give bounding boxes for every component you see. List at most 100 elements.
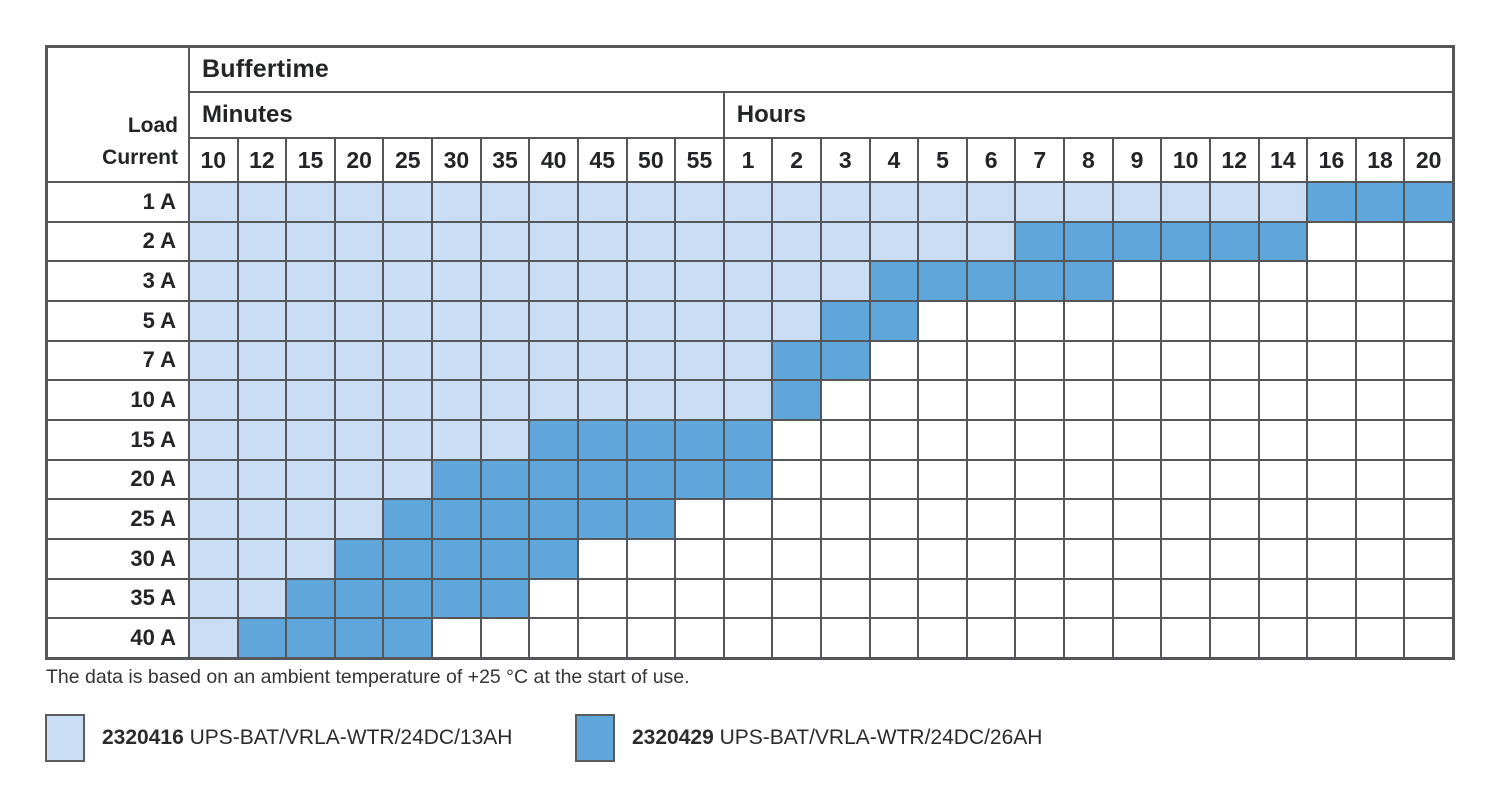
buffer-cell xyxy=(1162,421,1209,459)
buffer-cell xyxy=(433,262,480,300)
buffer-cell xyxy=(190,381,237,419)
buffer-cell xyxy=(481,460,529,499)
buffer-cell xyxy=(724,222,772,261)
buffer-cell xyxy=(1113,222,1161,261)
buffer-cell xyxy=(1259,421,1307,459)
row-label-2a: 2 A xyxy=(48,222,188,261)
buffer-cell xyxy=(1065,341,1112,380)
buffer-cell xyxy=(1356,579,1404,618)
buffer-cell xyxy=(1162,302,1209,340)
buffer-cell xyxy=(1259,302,1307,340)
buffertime-header: Buffertime xyxy=(190,48,1452,91)
buffer-cell xyxy=(238,460,286,499)
buffer-cell xyxy=(919,500,966,538)
col-header-12h: 12 xyxy=(1210,139,1258,181)
buffer-cell xyxy=(433,381,480,419)
buffer-cell xyxy=(530,222,577,261)
buffer-cell xyxy=(578,222,626,261)
buffer-cell xyxy=(433,619,480,657)
buffer-cell xyxy=(1065,460,1112,499)
buffer-cell xyxy=(190,222,237,261)
buffer-cell xyxy=(384,381,432,419)
buffer-cell xyxy=(1162,500,1209,538)
buffer-cell xyxy=(1210,183,1258,221)
buffer-cell xyxy=(773,579,820,618)
col-header-40min: 40 xyxy=(530,139,577,181)
buffer-cell xyxy=(578,421,626,459)
buffer-cell xyxy=(821,222,869,261)
buffer-cell xyxy=(676,381,723,419)
buffer-cell xyxy=(433,341,480,380)
buffer-cell xyxy=(238,500,286,538)
buffer-cell xyxy=(335,222,383,261)
buffer-cell xyxy=(1016,262,1064,300)
buffer-cell xyxy=(676,500,723,538)
buffer-cell xyxy=(578,460,626,499)
buffer-cell xyxy=(238,421,286,459)
col-header-18h: 18 xyxy=(1356,139,1404,181)
buffer-cell xyxy=(870,540,918,578)
buffer-cell xyxy=(384,183,432,221)
col-header-10min: 10 xyxy=(190,139,237,181)
buffer-cell xyxy=(724,540,772,578)
buffer-cell xyxy=(1356,460,1404,499)
buffer-cell xyxy=(724,460,772,499)
buffer-cell xyxy=(1210,421,1258,459)
buffer-cell xyxy=(530,421,577,459)
buffer-cell xyxy=(1162,262,1209,300)
buffer-cell xyxy=(676,262,723,300)
buffer-cell xyxy=(1259,381,1307,419)
buffer-cell xyxy=(578,381,626,419)
buffer-cell xyxy=(190,183,237,221)
buffer-cell xyxy=(530,302,577,340)
buffer-cell xyxy=(287,341,334,380)
buffer-cell xyxy=(724,381,772,419)
buffer-cell xyxy=(1259,262,1307,300)
buffer-cell xyxy=(627,341,675,380)
buffer-cell xyxy=(1356,619,1404,657)
buffertime-table: Load Current Buffertime Minutes Hours 10 12 15 2… xyxy=(45,45,1455,660)
buffer-cell xyxy=(530,500,577,538)
buffer-cell xyxy=(481,619,529,657)
buffer-cell xyxy=(773,262,820,300)
buffer-cell xyxy=(724,302,772,340)
buffer-cell xyxy=(238,222,286,261)
buffer-cell xyxy=(238,262,286,300)
buffer-cell xyxy=(1259,500,1307,538)
buffer-cell xyxy=(335,262,383,300)
buffer-cell xyxy=(238,579,286,618)
buffer-cell xyxy=(481,381,529,419)
buffer-cell xyxy=(627,579,675,618)
buffer-cell xyxy=(578,500,626,538)
buffer-cell xyxy=(1308,460,1355,499)
buffer-cell xyxy=(190,460,237,499)
col-header-45min: 45 xyxy=(578,139,626,181)
buffer-cell xyxy=(676,579,723,618)
buffer-cell xyxy=(1405,619,1452,657)
buffer-cell xyxy=(676,619,723,657)
buffer-cell xyxy=(1162,381,1209,419)
buffer-cell xyxy=(627,540,675,578)
buffer-cell xyxy=(676,460,723,499)
buffer-cell xyxy=(1016,460,1064,499)
buffer-cell xyxy=(384,460,432,499)
buffer-cell xyxy=(919,222,966,261)
buffer-cell xyxy=(481,540,529,578)
buffer-cell xyxy=(773,381,820,419)
buffer-cell xyxy=(627,460,675,499)
buffer-cell xyxy=(1162,579,1209,618)
buffer-cell xyxy=(1113,302,1161,340)
buffer-cell xyxy=(1210,579,1258,618)
buffer-cell xyxy=(335,381,383,419)
buffer-cell xyxy=(335,579,383,618)
buffer-cell xyxy=(335,183,383,221)
buffer-cell xyxy=(967,540,1015,578)
buffer-cell xyxy=(238,540,286,578)
buffer-cell xyxy=(870,381,918,419)
legend-code-13ah: 2320416 xyxy=(102,726,184,749)
buffer-cell xyxy=(190,302,237,340)
row-label-35a: 35 A xyxy=(48,579,188,618)
buffer-cell xyxy=(1113,341,1161,380)
buffer-cell xyxy=(773,183,820,221)
